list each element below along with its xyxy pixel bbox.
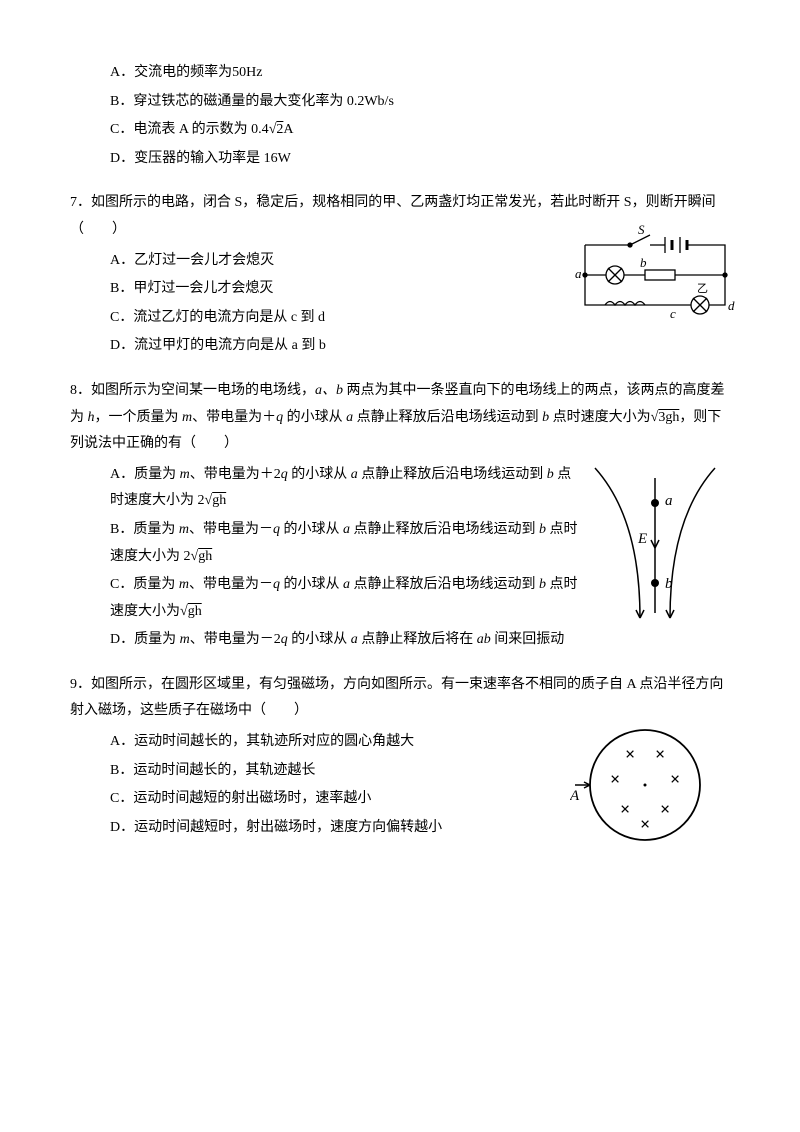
q9-stem: 9．如图所示，在圆形区域里，有匀强磁场，方向如图所示。有一束速率各不相同的质子自… <box>70 672 730 725</box>
t: 的小球从 <box>280 522 343 537</box>
t: q <box>281 467 288 482</box>
t: B．质量为 <box>110 522 179 537</box>
t: 的小球从 <box>288 467 351 482</box>
t: m <box>180 632 190 647</box>
t: 点静止释放后将在 <box>358 632 477 647</box>
t: 、带电量为＋2 <box>190 467 281 482</box>
q8-s3: ，一个质量为 <box>95 410 183 425</box>
q9-figure: × × × × × × × A <box>570 720 710 850</box>
t: a <box>351 467 358 482</box>
t: gh <box>188 604 202 619</box>
q8-option-b: B．质量为 m、带电量为－q 的小球从 a 点静止释放后沿电场线运动到 b 点时… <box>110 517 580 570</box>
q7-block: 7．如图所示的电路，闭合 S，稳定后，规格相同的甲、乙两盏灯均正常发光，若此时断… <box>70 190 730 360</box>
t: 的小球从 <box>280 577 343 592</box>
q7-label-d: d <box>728 298 735 313</box>
svg-text:×: × <box>620 799 630 819</box>
q7-figure: S a b c d 乙 <box>570 220 740 320</box>
q7-option-d: D．流过甲灯的电流方向是从 a 到 b <box>110 333 730 360</box>
t: 、带电量为－ <box>189 522 273 537</box>
q8-fig-a: a <box>665 493 673 509</box>
t: b <box>539 577 546 592</box>
t: gh <box>212 493 226 508</box>
t: a <box>343 577 350 592</box>
q8-h: h <box>88 410 95 425</box>
q6-option-c: C．电流表 A 的示数为 0.42A <box>110 117 730 144</box>
q8-s1: 8．如图所示为空间某一电场的电场线， <box>70 383 315 398</box>
t: 的小球从 <box>288 632 351 647</box>
svg-text:×: × <box>655 744 665 764</box>
q8-s4: 、带电量为＋ <box>192 410 276 425</box>
q8-sqrt: 3gh <box>658 410 679 425</box>
t: m <box>179 522 189 537</box>
t: A．质量为 <box>110 467 180 482</box>
q8-option-d: D．质量为 m、带电量为－2q 的小球从 a 点静止释放后将在 ab 间来回振动 <box>110 627 580 654</box>
t: b <box>539 522 546 537</box>
t: ab <box>477 632 491 647</box>
t: 、带电量为－ <box>189 577 273 592</box>
t: 点静止释放后沿电场线运动到 <box>350 577 539 592</box>
q8-block: 8．如图所示为空间某一电场的电场线，a、b 两点为其中一条竖直向下的电场线上的两… <box>70 378 730 654</box>
q9-block: 9．如图所示，在圆形区域里，有匀强磁场，方向如图所示。有一束速率各不相同的质子自… <box>70 672 730 842</box>
q6-option-d: D．变压器的输入功率是 16W <box>110 146 730 173</box>
q6-c-pre: C．电流表 A 的示数为 0.4 <box>110 122 269 137</box>
t: a <box>343 522 350 537</box>
t: q <box>281 632 288 647</box>
q6-option-a: A．交流电的频率为50Hz <box>110 60 730 87</box>
svg-text:×: × <box>670 769 680 789</box>
q6-c-post: A <box>283 122 293 137</box>
q6-option-b: B．穿过铁芯的磁通量的最大变化率为 0.2Wb/s <box>110 89 730 116</box>
t: a <box>351 632 358 647</box>
svg-text:×: × <box>625 744 635 764</box>
t: q <box>273 577 280 592</box>
t: m <box>180 467 190 482</box>
q6-options: A．交流电的频率为50Hz B．穿过铁芯的磁通量的最大变化率为 0.2Wb/s … <box>70 60 730 172</box>
t: 点静止释放后沿电场线运动到 <box>350 522 539 537</box>
q7-label-s: S <box>638 222 645 237</box>
q8-ab: a、b <box>315 383 343 398</box>
q8-s5: 的小球从 <box>283 410 346 425</box>
q8-fig-e: E <box>637 531 647 547</box>
q8-figure: a b E <box>590 463 720 623</box>
svg-text:×: × <box>640 814 650 834</box>
q8-option-c: C．质量为 m、带电量为－q 的小球从 a 点静止释放后沿电场线运动到 b 点时… <box>110 572 580 625</box>
q7-label-b: b <box>640 255 647 270</box>
t: 间来回振动 <box>491 632 565 647</box>
t: b <box>547 467 554 482</box>
t: m <box>179 577 189 592</box>
q8-m: m <box>182 410 192 425</box>
q7-label-c: c <box>670 306 676 320</box>
t: gh <box>198 549 212 564</box>
q7-label-a: a <box>575 266 582 281</box>
t: 点静止释放后沿电场线运动到 <box>358 467 547 482</box>
q8-s7: 点时速度大小为 <box>549 410 651 425</box>
q8-option-a: A．质量为 m、带电量为＋2q 的小球从 a 点静止释放后沿电场线运动到 b 点… <box>110 462 580 515</box>
svg-text:×: × <box>610 769 620 789</box>
q8-fig-b: b <box>665 576 673 592</box>
t: 、带电量为－2 <box>190 632 281 647</box>
svg-text:乙: 乙 <box>697 282 708 295</box>
t: C．质量为 <box>110 577 179 592</box>
q8-s6: 点静止释放后沿电场线运动到 <box>353 410 542 425</box>
q9-fig-a: A <box>570 788 580 804</box>
t: D．质量为 <box>110 632 180 647</box>
svg-text:×: × <box>660 799 670 819</box>
q8-stem: 8．如图所示为空间某一电场的电场线，a、b 两点为其中一条竖直向下的电场线上的两… <box>70 378 730 458</box>
t: q <box>273 522 280 537</box>
